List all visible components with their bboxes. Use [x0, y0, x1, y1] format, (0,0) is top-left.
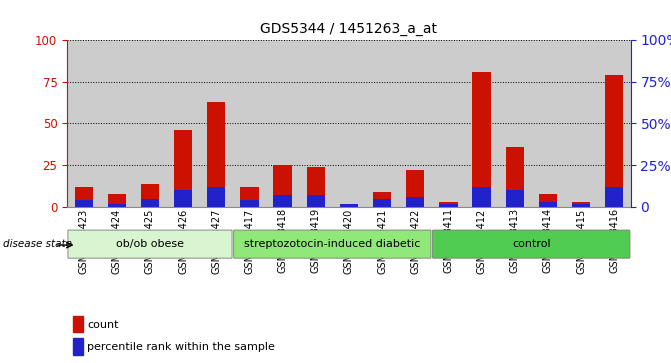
Text: ob/ob obese: ob/ob obese	[116, 238, 184, 249]
Bar	[207, 102, 225, 207]
Title: GDS5344 / 1451263_a_at: GDS5344 / 1451263_a_at	[260, 22, 437, 36]
Bar	[598, 40, 631, 207]
Bar	[166, 40, 200, 207]
FancyBboxPatch shape	[234, 230, 431, 258]
Bar	[440, 202, 458, 207]
Bar	[141, 199, 159, 207]
Bar	[134, 40, 166, 207]
Bar	[564, 40, 598, 207]
Text: count: count	[87, 320, 119, 330]
Bar	[299, 40, 332, 207]
Bar	[465, 40, 498, 207]
FancyBboxPatch shape	[433, 230, 630, 258]
Bar	[531, 40, 564, 207]
Bar	[432, 40, 465, 207]
Bar	[207, 187, 225, 207]
Bar	[240, 187, 258, 207]
Bar	[340, 204, 358, 207]
Bar	[274, 195, 292, 207]
Bar	[174, 190, 193, 207]
Bar	[108, 193, 126, 207]
Bar	[340, 204, 358, 207]
Bar	[240, 200, 258, 207]
Bar	[605, 187, 623, 207]
Bar	[498, 40, 531, 207]
Bar	[472, 72, 491, 207]
Bar	[373, 199, 391, 207]
Bar	[440, 204, 458, 207]
Text: disease state: disease state	[3, 239, 72, 249]
Bar	[366, 40, 399, 207]
Bar	[572, 204, 590, 207]
Bar	[307, 167, 325, 207]
Bar	[74, 200, 93, 207]
Bar	[108, 204, 126, 207]
Bar	[572, 202, 590, 207]
Bar	[605, 75, 623, 207]
Bar	[399, 40, 432, 207]
Bar	[472, 187, 491, 207]
Bar	[274, 165, 292, 207]
Bar	[74, 187, 93, 207]
FancyBboxPatch shape	[68, 230, 232, 258]
Text: streptozotocin-induced diabetic: streptozotocin-induced diabetic	[244, 238, 421, 249]
Bar	[307, 195, 325, 207]
Bar	[174, 130, 193, 207]
Bar	[141, 184, 159, 207]
Bar	[200, 40, 233, 207]
Bar	[539, 202, 557, 207]
Text: percentile rank within the sample: percentile rank within the sample	[87, 342, 275, 352]
Bar	[539, 193, 557, 207]
Bar	[233, 40, 266, 207]
Bar	[373, 192, 391, 207]
Bar	[72, 316, 83, 333]
Bar	[505, 147, 524, 207]
Bar	[72, 338, 83, 355]
Bar	[505, 190, 524, 207]
Bar	[406, 170, 424, 207]
Bar	[332, 40, 366, 207]
Bar	[406, 197, 424, 207]
Text: control: control	[512, 238, 551, 249]
Bar	[266, 40, 299, 207]
Bar	[67, 40, 100, 207]
Bar	[100, 40, 134, 207]
